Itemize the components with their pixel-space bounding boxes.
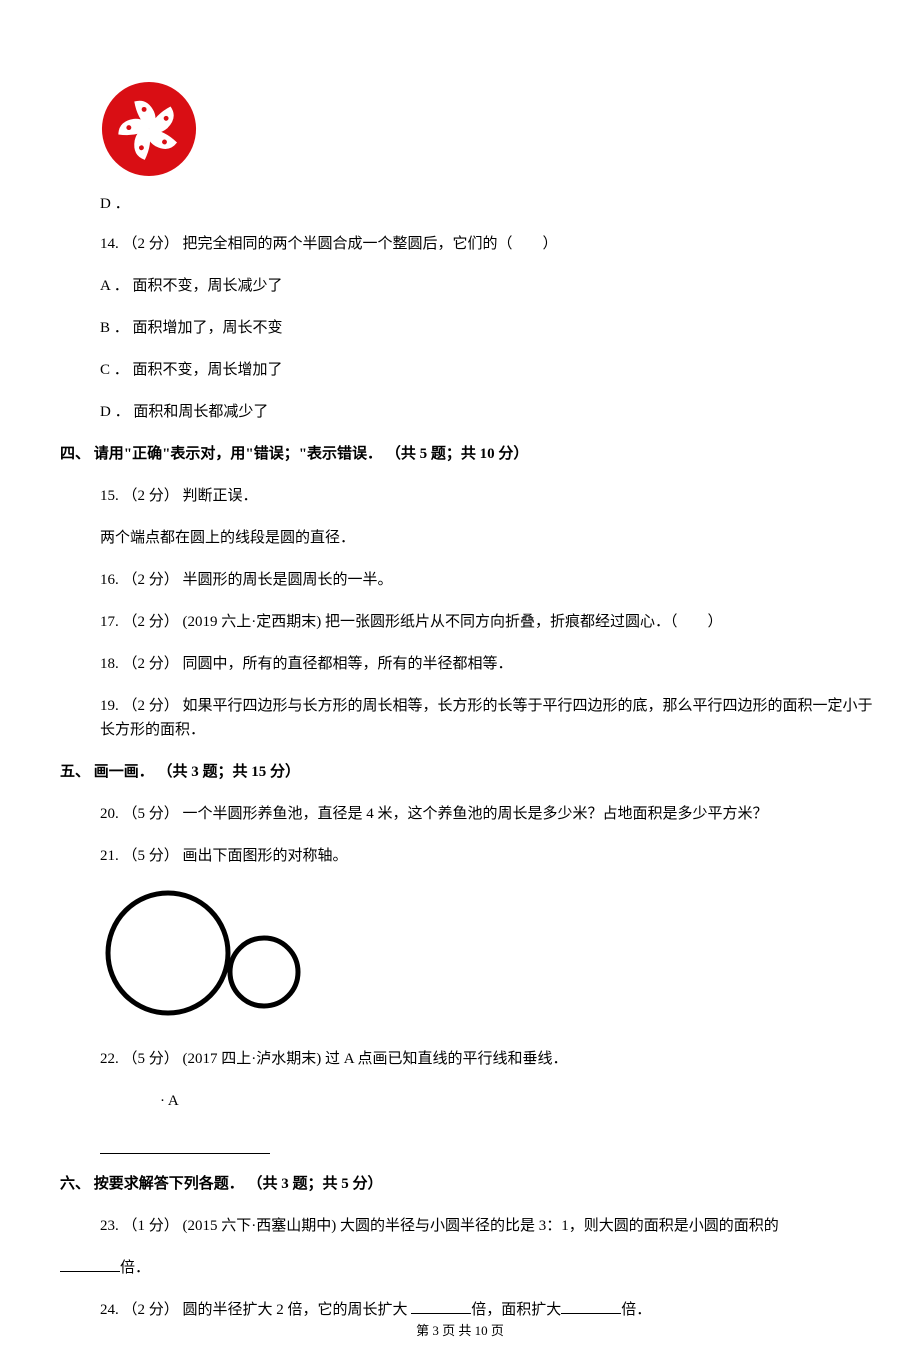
q14-option-c: C ． 面积不变，周长增加了 — [100, 358, 880, 382]
option-d-flower-icon — [100, 80, 880, 186]
q24-blank1 — [411, 1299, 471, 1314]
q23-part1: 23. （1 分） (2015 六下·西塞山期中) 大圆的半径与小圆半径的比是 … — [100, 1218, 779, 1234]
q14-option-a: A ． 面积不变，周长减少了 — [100, 274, 880, 298]
q24-part1: 24. （2 分） 圆的半径扩大 2 倍，它的周长扩大 — [100, 1302, 411, 1318]
question-18: 18. （2 分） 同圆中，所有的直径都相等，所有的半径都相等． — [100, 652, 880, 676]
section-4-heading: 四、 请用"正确"表示对，用"错误；"表示错误． （共 5 题；共 10 分） — [60, 442, 880, 466]
two-circles-figure — [100, 886, 880, 1029]
question-17: 17. （2 分） (2019 六上·定西期末) 把一张圆形纸片从不同方向折叠，… — [100, 610, 880, 634]
question-15-line2: 两个端点都在圆上的线段是圆的直径． — [100, 526, 880, 550]
section-5-heading: 五、 画一画． （共 3 题；共 15 分） — [60, 760, 880, 784]
question-19-text: 19. （2 分） 如果平行四边形与长方形的周长相等，长方形的长等于平行四边形的… — [100, 694, 880, 742]
page-footer: 第 3 页 共 10 页 — [0, 1321, 920, 1342]
section-6-heading: 六、 按要求解答下列各题． （共 3 题；共 5 分） — [60, 1172, 880, 1196]
question-19: 19. （2 分） 如果平行四边形与长方形的周长相等，长方形的长等于平行四边形的… — [100, 694, 880, 742]
option-d-label: D ． — [100, 192, 880, 216]
horizontal-line — [100, 1153, 270, 1154]
q24-part3: 倍． — [621, 1302, 651, 1318]
question-22: 22. （5 分） (2017 四上·泸水期末) 过 A 点画已知直线的平行线和… — [100, 1047, 880, 1071]
q14-option-b: B ． 面积增加了，周长不变 — [100, 316, 880, 340]
question-21: 21. （5 分） 画出下面图形的对称轴。 — [100, 844, 880, 868]
question-16: 16. （2 分） 半圆形的周长是圆周长的一半。 — [100, 568, 880, 592]
question-15-line1: 15. （2 分） 判断正误． — [100, 484, 880, 508]
question-23: 23. （1 分） (2015 六下·西塞山期中) 大圆的半径与小圆半径的比是 … — [100, 1214, 880, 1238]
q23-part2: 倍． — [120, 1260, 150, 1276]
q24-part2: 倍，面积扩大 — [471, 1302, 561, 1318]
question-23-line2: 倍． — [60, 1256, 880, 1280]
q14-option-d: D ． 面积和周长都减少了 — [100, 400, 880, 424]
point-a-label: · A — [160, 1089, 880, 1113]
q24-blank2 — [561, 1299, 621, 1314]
q23-blank — [60, 1257, 120, 1272]
question-14: 14. （2 分） 把完全相同的两个半圆合成一个整圆后，它们的（ ） — [100, 232, 880, 256]
question-20: 20. （5 分） 一个半圆形养鱼池，直径是 4 米，这个养鱼池的周长是多少米？… — [100, 802, 880, 826]
